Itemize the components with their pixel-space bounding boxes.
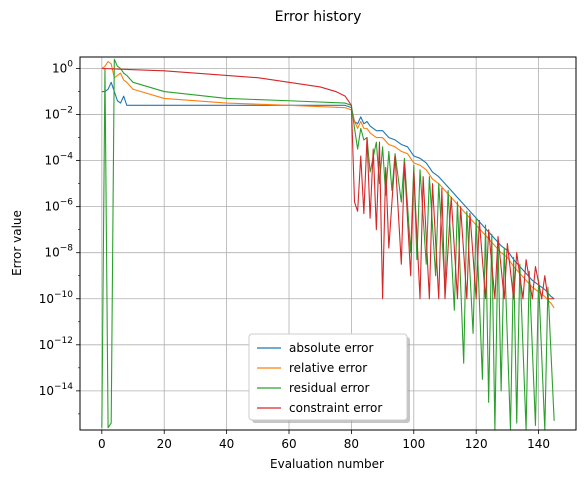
series-line-residual-error [101,58,555,430]
y-tick-label: 10−10 [39,290,74,306]
legend: absolute error relative error residual err… [248,333,410,423]
legend-label: absolute error [289,341,374,355]
x-tick-label: 60 [281,437,296,451]
legend-label: residual error [289,381,369,395]
series-line-absolute-error [101,81,555,300]
series-line-relative-error [101,61,555,309]
y-tick-label: 100 [52,60,73,76]
x-tick-label: 0 [98,437,106,451]
series-line-constraint-error [101,67,555,300]
chart-title: Error history [275,9,362,25]
plot-frame [79,56,577,431]
y-tick-label: 10−12 [39,336,73,352]
x-tick-label: 20 [157,437,172,451]
x-tick-label: 120 [465,437,488,451]
y-tick-label: 10−8 [44,244,73,260]
y-tick-label: 10−6 [44,198,73,214]
x-tick-label: 140 [527,437,550,451]
y-tick-label: 10−14 [39,382,74,398]
y-axis-ticks: 100 10−2 10−4 10−6 10−8 10−10 10−12 10−14 [39,60,80,415]
legend-label: constraint error [289,401,382,415]
x-tick-label: 80 [344,437,359,451]
x-axis-ticks: 0 20 40 60 80 100 120 140 [98,430,550,451]
legend-box [248,333,408,421]
x-tick-label: 40 [219,437,234,451]
x-axis-label: Evaluation number [270,457,384,471]
y-tick-label: 10−4 [44,152,73,168]
y-axis-label: Error value [10,210,24,276]
x-tick-label: 100 [402,437,425,451]
series-layer [101,58,555,430]
legend-label: relative error [289,361,367,375]
y-tick-label: 10−2 [44,106,73,122]
